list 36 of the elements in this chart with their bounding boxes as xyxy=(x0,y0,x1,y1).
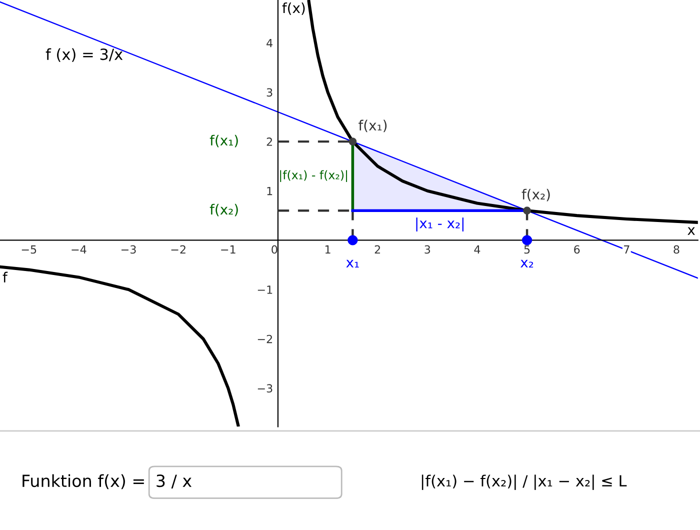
y-tick-label: −1 xyxy=(258,286,272,294)
annotation: f(x₁) xyxy=(210,134,238,148)
x-tick-label: 8 xyxy=(674,245,680,254)
text: |f(x₁) − f(x₂)| / |x₁ − x₂| ≤ L xyxy=(422,474,627,490)
y-tick-label: 4 xyxy=(266,39,272,48)
annotation: |f(x₁) - f(x₂)| xyxy=(280,170,348,182)
annotation: f(x₂) xyxy=(522,188,550,202)
x-tick-label: 5 xyxy=(524,245,530,254)
x-axis-title: x xyxy=(688,227,695,235)
x-tick-label: −5 xyxy=(22,245,36,254)
x-tick-label: 1 xyxy=(325,245,330,254)
x-tick-label: −3 xyxy=(122,245,136,254)
annotation: |x₁ - x₂| xyxy=(416,218,464,232)
y-axis-title: f(x) xyxy=(282,2,305,15)
x-tick-label: 0 xyxy=(272,245,278,254)
text: 3 / x xyxy=(156,474,192,488)
annotation: f(x₁) xyxy=(358,120,387,132)
series-label: f xyxy=(2,272,8,282)
x-tick-label: 2 xyxy=(374,245,380,254)
annotation: f(x₂) xyxy=(210,204,238,216)
x-tick-label: 7 xyxy=(624,245,630,254)
x-tick-label: 3 xyxy=(424,245,430,254)
x-tick-label: −2 xyxy=(171,245,186,254)
annotation: f (x) = 3/x xyxy=(46,48,123,62)
text: Funktion f(x) = xyxy=(22,474,144,490)
annotation: x₂ xyxy=(520,260,534,268)
y-tick-label: −2 xyxy=(258,334,272,344)
x-tick-label: 4 xyxy=(474,245,480,254)
y-tick-label: 2 xyxy=(266,138,272,146)
x-tick-label: 6 xyxy=(574,245,580,254)
y-tick-label: 1 xyxy=(267,187,272,196)
y-tick-label: −3 xyxy=(258,384,272,393)
y-tick-label: 3 xyxy=(266,88,272,97)
annotation: x₁ xyxy=(346,260,359,268)
x-tick-label: −1 xyxy=(221,245,236,254)
x-tick-label: −4 xyxy=(72,245,86,254)
